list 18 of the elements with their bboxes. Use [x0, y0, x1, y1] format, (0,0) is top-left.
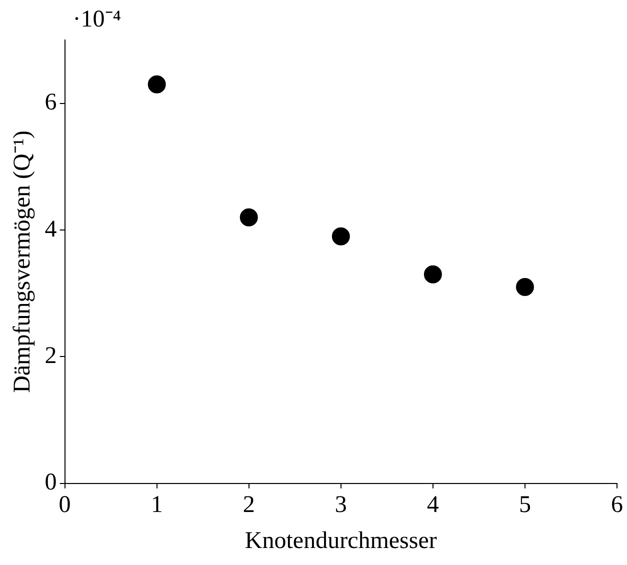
- y-tick-label: 6: [44, 90, 57, 116]
- x-tick-label: 4: [426, 492, 439, 518]
- point: [424, 265, 442, 284]
- x-tick-label: 1: [150, 492, 163, 518]
- x-tick-label: 6: [611, 492, 623, 518]
- x-axis-title: Knotendurchmesser: [244, 528, 437, 554]
- y-tick-label: 4: [44, 216, 57, 242]
- y-tick-label: 0: [44, 470, 57, 496]
- text: ·10⁻⁴: [72, 6, 122, 32]
- point: [516, 278, 534, 296]
- point: [240, 208, 258, 226]
- point: [148, 75, 166, 94]
- point: [332, 227, 350, 246]
- x-tick-label: 5: [518, 492, 531, 518]
- y-tick-label: 2: [44, 343, 57, 370]
- y-axis-title: Dämpfungsvermögen (Q⁻¹): [10, 130, 36, 393]
- x-tick-label: 3: [334, 492, 347, 518]
- x-tick-label: 2: [242, 492, 255, 518]
